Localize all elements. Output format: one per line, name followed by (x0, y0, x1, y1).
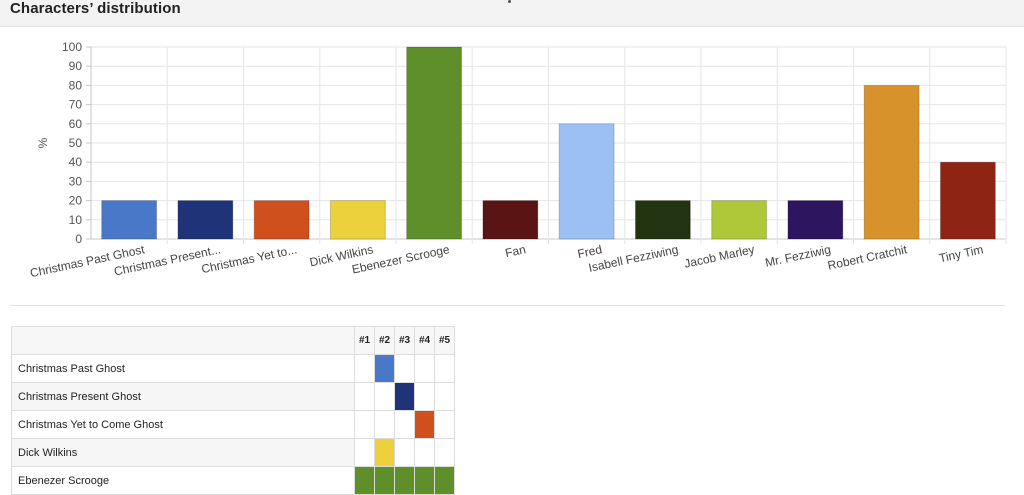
column-header: #2 (374, 326, 395, 355)
y-tick-label: 60 (69, 117, 83, 131)
y-tick-label: 0 (75, 232, 82, 246)
character-name: Christmas Past Ghost (11, 354, 355, 383)
column-header: #3 (394, 326, 415, 355)
header-bar: Characters’ distribution (0, 0, 1024, 27)
table-header-row: #1 #2 #3 #4 #5 (11, 326, 455, 355)
y-tick-label: 100 (62, 40, 82, 54)
x-tick-label: Mr. Fezziwig (764, 242, 832, 270)
bar-mr-fezziwig (787, 200, 844, 240)
empty-cell (434, 354, 455, 383)
character-name: Christmas Yet to Come Ghost (11, 410, 355, 439)
y-tick-label: 30 (69, 174, 83, 188)
x-tick-label: Jacob Marley (683, 242, 756, 271)
column-header: #1 (354, 326, 375, 355)
table-row: Dick Wilkins (11, 438, 455, 467)
filled-cell (414, 466, 435, 495)
filled-cell (414, 410, 435, 439)
empty-cell (414, 382, 435, 411)
bar-jacob-marley (711, 200, 768, 240)
column-header: #5 (434, 326, 455, 355)
y-tick-label: 80 (69, 78, 83, 92)
page-title: Characters’ distribution (10, 0, 181, 17)
x-tick-label: Fred (576, 242, 603, 261)
character-name: Ebenezer Scrooge (11, 466, 355, 495)
empty-cell (414, 354, 435, 383)
y-tick-label: 90 (69, 59, 83, 73)
y-tick-label: 10 (69, 213, 83, 227)
name-column-header (11, 326, 355, 355)
empty-cell (394, 354, 415, 383)
empty-cell (394, 410, 415, 439)
filled-cell (374, 354, 395, 383)
y-tick-label: 40 (69, 155, 83, 169)
bar-tiny-tim (939, 161, 996, 240)
cursor-mark (508, 0, 511, 3)
y-axis-label: % (36, 137, 50, 148)
filled-cell (434, 466, 455, 495)
column-header: #4 (414, 326, 435, 355)
y-tick-label: 70 (69, 98, 83, 112)
empty-cell (374, 410, 395, 439)
bar-fan (482, 200, 539, 240)
distribution-table: #1 #2 #3 #4 #5 Christmas Past Ghost Chris… (11, 326, 455, 495)
character-name: Christmas Present Ghost (11, 382, 355, 411)
bar-ebenezer-scrooge (406, 46, 463, 240)
table-row: Christmas Past Ghost (11, 354, 455, 383)
x-tick-label: Fan (504, 242, 527, 260)
filled-cell (374, 438, 395, 467)
filled-cell (394, 466, 415, 495)
x-tick-label: Robert Cratchit (826, 242, 908, 273)
empty-cell (394, 438, 415, 467)
empty-cell (434, 410, 455, 439)
empty-cell (414, 438, 435, 467)
y-tick-label: 20 (69, 194, 83, 208)
empty-cell (354, 410, 375, 439)
filled-cell (394, 382, 415, 411)
filled-cell (374, 466, 395, 495)
empty-cell (354, 354, 375, 383)
table-row: Christmas Present Ghost (11, 382, 455, 411)
empty-cell (434, 438, 455, 467)
empty-cell (354, 438, 375, 467)
table-row: Ebenezer Scrooge (11, 466, 455, 495)
bar-christmas-past-ghost (101, 200, 158, 240)
bar-robert-cratchit (863, 84, 920, 240)
filled-cell (354, 466, 375, 495)
x-tick-label: Tiny Tim (938, 242, 985, 265)
y-tick-label: 50 (69, 136, 83, 150)
bar-fred (558, 123, 615, 240)
bar-christmas-yet-to-come-ghost (253, 200, 310, 240)
empty-cell (434, 382, 455, 411)
empty-cell (354, 382, 375, 411)
character-name: Dick Wilkins (11, 438, 355, 467)
empty-cell (374, 382, 395, 411)
table-row: Christmas Yet to Come Ghost (11, 410, 455, 439)
bar-dick-wilkins (329, 200, 386, 240)
bar-isabell-fezziwing (634, 200, 691, 240)
section-divider (10, 305, 1005, 306)
bar-christmas-present-ghost (177, 200, 234, 240)
